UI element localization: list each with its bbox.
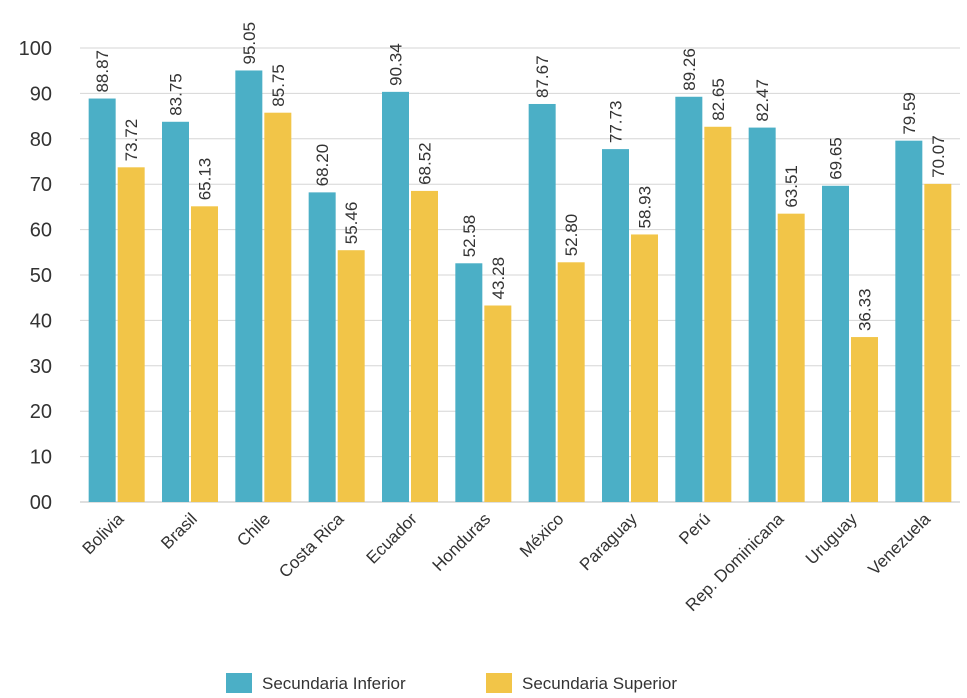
bar (748, 127, 776, 503)
y-tick-label: 60 (30, 220, 52, 242)
y-axis-tick-labels: 00 10 20 30 40 50 60 70 80 90 100 (19, 38, 52, 514)
data-label: 85.75 (269, 64, 288, 107)
data-label: 83.75 (167, 73, 186, 116)
data-label: 68.20 (313, 144, 332, 187)
data-label: 95.05 (240, 22, 259, 65)
y-tick-label: 00 (30, 492, 52, 514)
x-category-label: Venezuela (865, 509, 935, 579)
bar (924, 183, 952, 502)
data-label: 58.93 (636, 186, 655, 229)
y-tick-label: 30 (30, 356, 52, 378)
gridlines (80, 47, 960, 503)
x-category-label: Ecuador (363, 509, 421, 567)
data-label: 73.72 (122, 119, 141, 162)
bar (602, 149, 629, 502)
bar (308, 192, 336, 502)
legend-label-secundaria-inferior: Secundaria Inferior (262, 674, 406, 693)
data-label: 69.65 (827, 137, 846, 180)
x-category-label: Chile (233, 509, 274, 550)
legend-swatch-secundaria-inferior (226, 673, 252, 693)
bar (484, 305, 512, 502)
bar (557, 262, 585, 502)
data-label: 43.28 (489, 257, 508, 300)
bar (162, 121, 189, 503)
bar (264, 112, 292, 502)
legend-swatch-secundaria-superior (486, 673, 512, 693)
y-tick-label: 70 (30, 174, 52, 196)
x-category-label: Honduras (429, 509, 495, 575)
data-label: 55.46 (342, 202, 361, 245)
bar (191, 206, 218, 502)
data-label: 63.51 (782, 165, 801, 208)
data-label: 90.34 (387, 43, 406, 86)
bars (88, 70, 952, 503)
data-label: 68.52 (416, 142, 435, 185)
data-label: 36.33 (856, 289, 875, 332)
data-label: 77.73 (607, 101, 626, 144)
bar (117, 167, 145, 502)
y-tick-label: 100 (19, 38, 52, 60)
bar (235, 70, 263, 503)
data-label: 88.87 (93, 50, 112, 93)
x-axis-category-labels: Bolivia Brasil Chile Costa Rica Ecuador Hondu… (79, 509, 935, 615)
y-tick-label: 90 (30, 83, 52, 105)
data-label: 87.67 (533, 55, 552, 98)
data-labels: 88.87 83.75 95.05 68.20 90.34 52.58 87.67 77.73… (93, 22, 948, 331)
bar (631, 234, 658, 502)
bar (704, 126, 732, 503)
x-category-label: Costa Rica (275, 509, 348, 582)
x-category-label: México (516, 509, 568, 561)
x-category-label: Uruguay (802, 509, 861, 568)
legend-label-secundaria-superior: Secundaria Superior (522, 674, 677, 693)
y-tick-label: 80 (30, 129, 52, 151)
x-category-label: Paraguay (576, 509, 641, 574)
bar (528, 103, 556, 502)
y-tick-label: 40 (30, 310, 52, 332)
data-label: 65.13 (196, 158, 215, 201)
bar (382, 91, 409, 503)
data-label: 82.47 (753, 79, 772, 122)
y-tick-label: 20 (30, 401, 52, 423)
data-label: 82.65 (709, 78, 728, 121)
bar (675, 96, 703, 503)
y-tick-label: 10 (30, 447, 52, 469)
bar (822, 185, 849, 502)
data-label: 89.26 (680, 48, 699, 91)
bar (411, 190, 438, 503)
bar (895, 140, 923, 502)
bar (88, 98, 116, 502)
data-label: 70.07 (929, 135, 948, 178)
bar (777, 213, 805, 502)
x-category-label: Bolivia (79, 509, 128, 558)
data-label: 79.59 (900, 92, 919, 135)
bar (337, 250, 365, 502)
bar (851, 337, 878, 502)
bar (455, 263, 483, 502)
x-category-label: Brasil (157, 509, 200, 552)
y-tick-label: 50 (30, 265, 52, 287)
x-category-label: Perú (675, 509, 714, 548)
data-label: 52.58 (460, 215, 479, 258)
legend: Secundaria Inferior Secundaria Superior (226, 673, 677, 693)
data-label: 52.80 (562, 214, 581, 257)
